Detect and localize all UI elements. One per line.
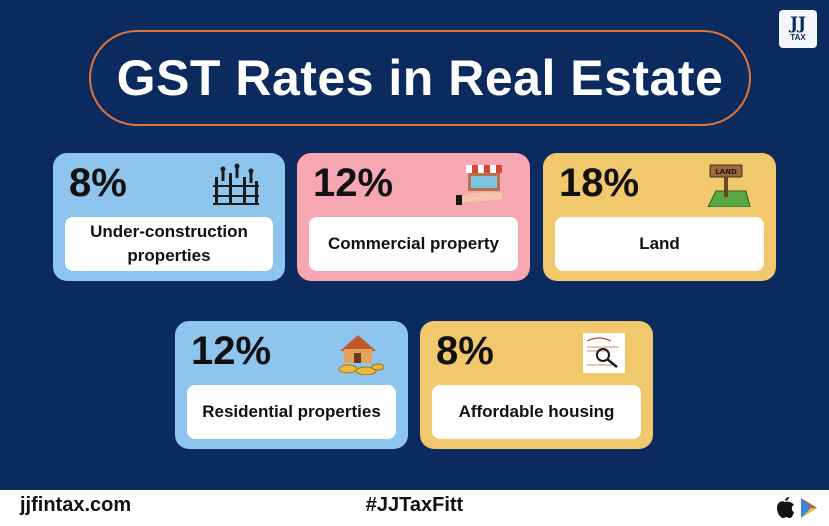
apple-icon <box>777 497 794 518</box>
rate-percent: 8% <box>436 329 494 373</box>
construction-workers-icon <box>213 163 259 205</box>
hashtag: #JJTaxFitt <box>365 494 464 516</box>
jjtax-logo: JJ TAX <box>779 10 817 48</box>
logo-subtext: TAX <box>790 33 806 42</box>
rate-card-under-construction: 8% Under-construction properties <box>53 153 285 281</box>
rate-card-land: 18% LAND Land <box>543 153 776 281</box>
land-sign-icon: LAND <box>707 164 751 207</box>
app-store-icons <box>777 497 817 518</box>
rate-percent: 12% <box>313 161 394 205</box>
magnifier-paper-icon <box>583 333 625 373</box>
rate-card-affordable: 8% Affordable housing <box>420 321 653 449</box>
footer-bar: jjfintax.com #JJTaxFitt <box>0 490 829 526</box>
rate-card-commercial: 12% Commercial property <box>297 153 530 281</box>
rate-label: Land <box>555 217 764 271</box>
rate-label: Under-construction properties <box>65 217 273 271</box>
page-title: GST Rates in Real Estate <box>116 50 724 106</box>
logo-text: JJ <box>789 14 807 34</box>
rate-percent: 8% <box>69 161 127 205</box>
website-link[interactable]: jjfintax.com <box>20 494 132 516</box>
rate-label: Residential properties <box>187 385 396 439</box>
title-banner: GST Rates in Real Estate <box>89 30 751 126</box>
house-coins-icon <box>338 335 384 375</box>
rate-percent: 18% <box>559 161 640 205</box>
svg-text:LAND: LAND <box>715 168 737 176</box>
rate-percent: 12% <box>191 329 272 373</box>
rate-card-residential: 12% Residential properties <box>175 321 408 449</box>
storefront-icon <box>456 165 502 205</box>
google-play-icon <box>801 498 817 518</box>
rate-label: Commercial property <box>309 217 518 271</box>
rate-label: Affordable housing <box>432 385 641 439</box>
